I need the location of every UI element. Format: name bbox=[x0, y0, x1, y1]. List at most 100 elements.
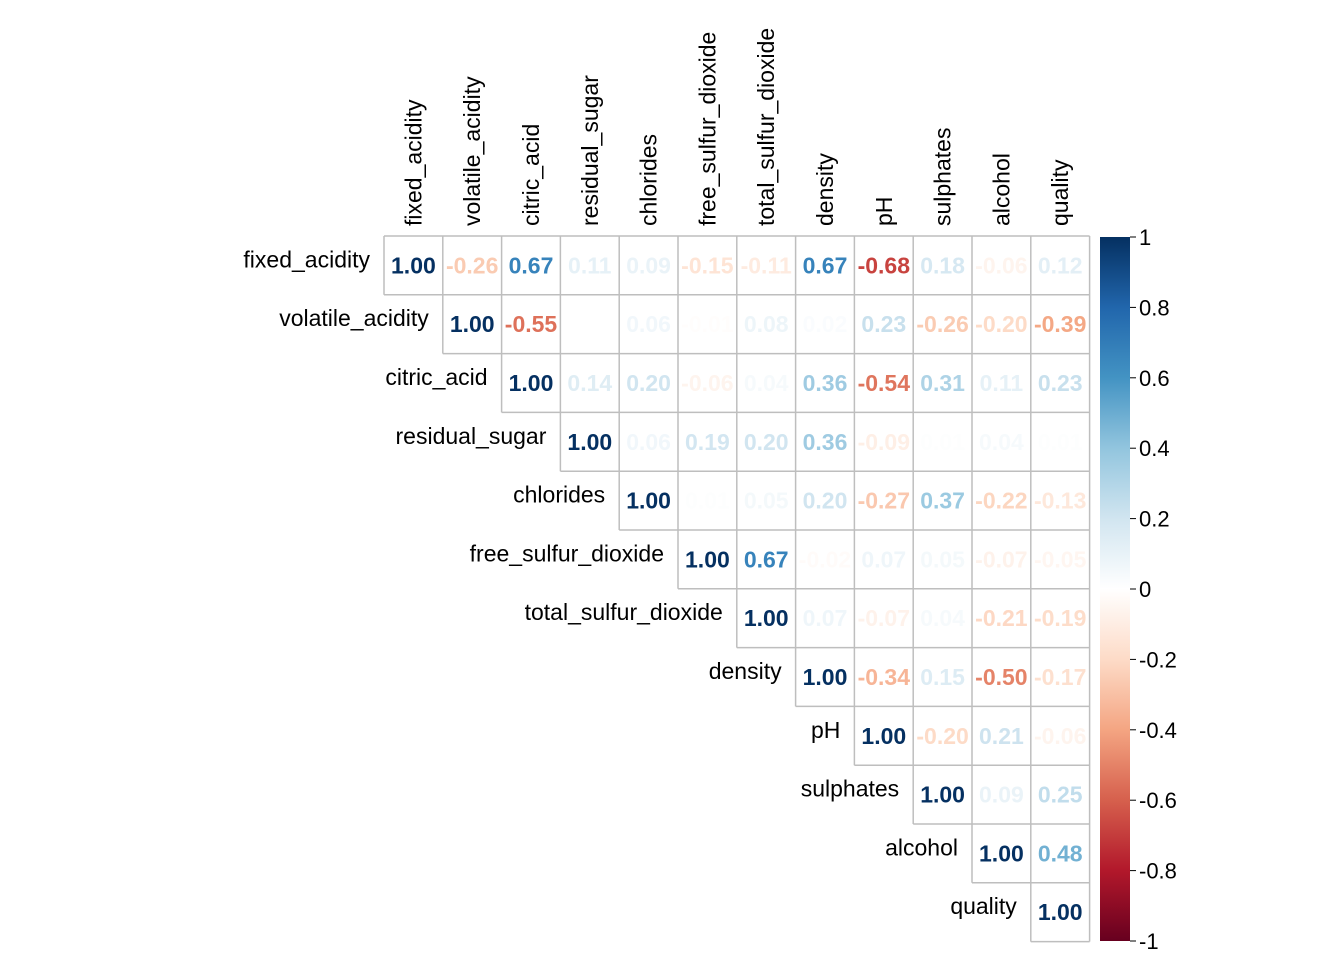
cell-value-chlorides-quality: -0.13 bbox=[1034, 488, 1086, 514]
cell-value-chlorides-density: 0.20 bbox=[803, 488, 848, 514]
colorbar-tick-label: 0 bbox=[1139, 577, 1151, 602]
cell-value-sulphates-sulphates: 1.00 bbox=[920, 782, 965, 808]
cell-value-density-density: 1.00 bbox=[803, 664, 848, 690]
row-label-chlorides: chlorides bbox=[513, 482, 605, 508]
cell-value-volatile_acidity-total_sulfur_dioxide: 0.08 bbox=[744, 311, 789, 337]
cell-value-free_sulfur_dioxide-quality: -0.05 bbox=[1034, 546, 1087, 572]
cell-value-citric_acid-quality: 0.23 bbox=[1038, 370, 1083, 396]
cell-value-volatile_acidity-citric_acid: -0.55 bbox=[505, 311, 558, 337]
cell-value-fixed_acidity-free_sulfur_dioxide: -0.15 bbox=[681, 252, 734, 278]
cell-value-fixed_acidity-pH: -0.68 bbox=[858, 252, 911, 278]
colorbar-tick-label: 0.4 bbox=[1139, 436, 1170, 461]
column-labels: fixed_acidity volatile_acidity citric_acid… bbox=[400, 28, 1073, 226]
cell-value-free_sulfur_dioxide-alcohol: -0.07 bbox=[975, 546, 1027, 572]
color-legend: 1 0.8 0.6 0.4 0.2 0 -0.2 -0.4 -0.6 -0.8 -1 bbox=[1100, 225, 1177, 954]
cell-value-total_sulfur_dioxide-pH: -0.07 bbox=[858, 605, 910, 631]
cell-value-fixed_acidity-fixed_acidity: 1.00 bbox=[391, 252, 436, 278]
colorbar-tick-label: -0.6 bbox=[1139, 788, 1177, 813]
cell-value-citric_acid-alcohol: 0.11 bbox=[980, 370, 1024, 396]
cell-value-citric_acid-residual_sugar: 0.14 bbox=[567, 370, 612, 396]
column-label-quality: quality bbox=[1047, 159, 1073, 226]
cell-value-residual_sugar-free_sulfur_dioxide: 0.19 bbox=[685, 429, 730, 455]
cell-value-citric_acid-sulphates: 0.31 bbox=[920, 370, 965, 396]
column-label-alcohol: alcohol bbox=[988, 153, 1014, 226]
column-label-chlorides: chlorides bbox=[636, 134, 662, 226]
row-label-fixed_acidity: fixed_acidity bbox=[243, 246, 370, 272]
column-label-pH: pH bbox=[871, 197, 897, 226]
cell-value-citric_acid-citric_acid: 1.00 bbox=[509, 370, 554, 396]
cell-value-sulphates-alcohol: 0.09 bbox=[979, 782, 1024, 808]
row-label-pH: pH bbox=[811, 717, 840, 743]
column-label-density: density bbox=[812, 153, 838, 226]
cell-value-residual_sugar-residual_sugar: 1.00 bbox=[567, 429, 612, 455]
cell-value-residual_sugar-sulphates: 0.01 bbox=[920, 429, 965, 455]
cell-value-volatile_acidity-alcohol: -0.20 bbox=[975, 311, 1027, 337]
correlation-cells: 1.00 -0.26 0.67 0.11 0.09 -0.15 -0.11 0.67 -0.68… bbox=[391, 252, 1087, 925]
cell-value-pH-quality: -0.06 bbox=[1034, 723, 1086, 749]
cell-value-residual_sugar-pH: -0.09 bbox=[858, 429, 910, 455]
cell-value-volatile_acidity-free_sulfur_dioxide: -0.01 bbox=[681, 311, 734, 337]
cell-value-fixed_acidity-citric_acid: 0.67 bbox=[509, 252, 554, 278]
cell-value-volatile_acidity-quality: -0.39 bbox=[1034, 311, 1086, 337]
row-label-total_sulfur_dioxide: total_sulfur_dioxide bbox=[525, 599, 723, 625]
row-label-density: density bbox=[709, 658, 782, 684]
cell-value-sulphates-quality: 0.25 bbox=[1038, 782, 1083, 808]
cell-value-fixed_acidity-sulphates: 0.18 bbox=[920, 252, 965, 278]
colorbar-tick-label: -0.2 bbox=[1139, 647, 1177, 672]
cell-value-fixed_acidity-density: 0.67 bbox=[803, 252, 848, 278]
cell-value-volatile_acidity-pH: 0.23 bbox=[861, 311, 906, 337]
cell-value-free_sulfur_dioxide-total_sulfur_dioxide: 0.67 bbox=[744, 546, 789, 572]
cell-value-residual_sugar-quality: 0.01 bbox=[1038, 429, 1083, 455]
correlation-grid bbox=[383, 235, 1091, 943]
cell-value-fixed_acidity-quality: 0.12 bbox=[1038, 252, 1083, 278]
cell-value-free_sulfur_dioxide-free_sulfur_dioxide: 1.00 bbox=[685, 546, 730, 572]
cell-value-pH-sulphates: -0.20 bbox=[916, 723, 968, 749]
cell-value-free_sulfur_dioxide-sulphates: 0.05 bbox=[920, 546, 965, 572]
cell-value-residual_sugar-total_sulfur_dioxide: 0.20 bbox=[744, 429, 789, 455]
cell-value-residual_sugar-chlorides: 0.06 bbox=[626, 429, 671, 455]
colorbar-tick-label: -0.8 bbox=[1139, 859, 1177, 884]
cell-value-free_sulfur_dioxide-pH: 0.07 bbox=[861, 546, 906, 572]
cell-value-chlorides-total_sulfur_dioxide: 0.05 bbox=[744, 488, 789, 514]
cell-value-quality-quality: 1.00 bbox=[1038, 899, 1083, 925]
column-label-fixed_acidity: fixed_acidity bbox=[400, 99, 426, 226]
column-label-volatile_acidity: volatile_acidity bbox=[459, 76, 485, 226]
cell-value-free_sulfur_dioxide-density: -0.02 bbox=[799, 546, 851, 572]
colorbar-tick-label: 1 bbox=[1139, 225, 1151, 250]
cell-value-volatile_acidity-sulphates: -0.26 bbox=[916, 311, 968, 337]
cell-value-total_sulfur_dioxide-density: 0.07 bbox=[803, 605, 848, 631]
cell-value-chlorides-chlorides: 1.00 bbox=[626, 488, 671, 514]
column-label-total_sulfur_dioxide: total_sulfur_dioxide bbox=[753, 28, 779, 226]
cell-value-volatile_acidity-residual_sugar: 0.00 bbox=[567, 311, 612, 337]
colorbar-gradient bbox=[1100, 237, 1130, 941]
cell-value-total_sulfur_dioxide-sulphates: 0.04 bbox=[920, 605, 965, 631]
column-label-free_sulfur_dioxide: free_sulfur_dioxide bbox=[694, 32, 720, 226]
row-label-sulphates: sulphates bbox=[801, 776, 899, 802]
row-labels: fixed_acidity volatile_acidity citric_acid… bbox=[243, 246, 1017, 919]
row-label-free_sulfur_dioxide: free_sulfur_dioxide bbox=[470, 540, 664, 566]
cell-value-alcohol-alcohol: 1.00 bbox=[979, 840, 1024, 866]
colorbar-tick-label: 0.2 bbox=[1139, 507, 1170, 532]
cell-value-fixed_acidity-alcohol: -0.06 bbox=[975, 252, 1027, 278]
cell-value-density-sulphates: 0.15 bbox=[920, 664, 965, 690]
row-label-quality: quality bbox=[950, 893, 1017, 919]
cell-value-citric_acid-total_sulfur_dioxide: 0.04 bbox=[744, 370, 789, 396]
cell-value-chlorides-free_sulfur_dioxide: 0.01 bbox=[685, 488, 730, 514]
colorbar-tick-label: -0.4 bbox=[1139, 718, 1177, 743]
cell-value-citric_acid-density: 0.36 bbox=[803, 370, 848, 396]
cell-value-volatile_acidity-volatile_acidity: 1.00 bbox=[450, 311, 495, 337]
cell-value-total_sulfur_dioxide-alcohol: -0.21 bbox=[975, 605, 1028, 631]
cell-value-chlorides-sulphates: 0.37 bbox=[920, 488, 965, 514]
cell-value-citric_acid-free_sulfur_dioxide: -0.06 bbox=[681, 370, 733, 396]
cell-value-volatile_acidity-density: 0.02 bbox=[803, 311, 848, 337]
colorbar-tick-label: 0.8 bbox=[1139, 295, 1170, 320]
cell-value-alcohol-quality: 0.48 bbox=[1038, 840, 1083, 866]
row-label-citric_acid: citric_acid bbox=[385, 364, 487, 390]
column-label-citric_acid: citric_acid bbox=[518, 124, 544, 226]
cell-value-pH-pH: 1.00 bbox=[861, 723, 906, 749]
column-label-sulphates: sulphates bbox=[930, 128, 956, 226]
cell-value-total_sulfur_dioxide-quality: -0.19 bbox=[1034, 605, 1086, 631]
colorbar-tick-label: -1 bbox=[1139, 929, 1159, 954]
cell-value-chlorides-alcohol: -0.22 bbox=[975, 488, 1027, 514]
